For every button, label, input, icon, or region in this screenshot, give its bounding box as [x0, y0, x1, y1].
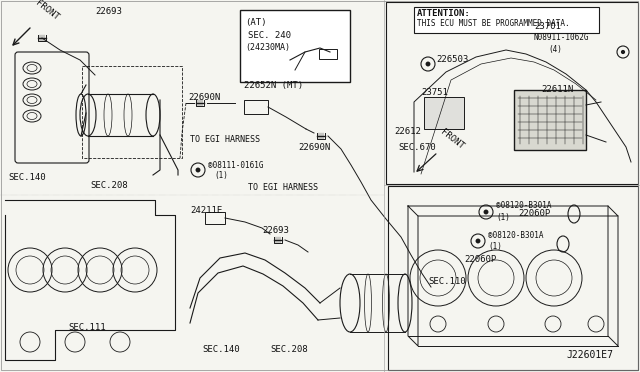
Text: J22601E7: J22601E7	[566, 350, 613, 360]
Text: 23751: 23751	[421, 88, 448, 97]
Text: ®08120-B301A: ®08120-B301A	[488, 231, 543, 240]
Text: 22690N: 22690N	[298, 143, 330, 152]
Text: (1): (1)	[488, 242, 502, 251]
Text: ATTENTION:: ATTENTION:	[417, 9, 471, 18]
Bar	[240, 10, 350, 82]
Text: ®08120-B301A: ®08120-B301A	[496, 201, 552, 210]
Bar	[386, 2, 638, 184]
Bar	[388, 186, 638, 370]
Text: TO EGI HARNESS: TO EGI HARNESS	[248, 183, 318, 192]
Bar	[205, 212, 225, 224]
Text: SEC.670: SEC.670	[398, 143, 436, 152]
Text: 22693: 22693	[262, 226, 289, 235]
Text: 22612: 22612	[394, 127, 421, 136]
Text: SEC.140: SEC.140	[8, 173, 45, 182]
Text: 22060P: 22060P	[464, 255, 496, 264]
Text: SEC.110: SEC.110	[428, 277, 466, 286]
Text: FRONT: FRONT	[439, 127, 466, 151]
Bar	[244, 100, 268, 114]
Text: SEC.140: SEC.140	[202, 345, 239, 354]
Circle shape	[426, 61, 431, 67]
Text: (4): (4)	[548, 45, 562, 54]
Text: TO EGI HARNESS: TO EGI HARNESS	[190, 135, 260, 144]
Circle shape	[476, 238, 481, 243]
Text: (24230MA): (24230MA)	[245, 43, 290, 52]
Text: (AT): (AT)	[245, 18, 266, 27]
Text: 22652N (MT): 22652N (MT)	[244, 81, 303, 90]
Text: 24211E: 24211E	[190, 206, 222, 215]
Text: 22060P: 22060P	[518, 209, 550, 218]
Text: 22693: 22693	[95, 7, 122, 16]
Bar	[414, 7, 599, 33]
Text: FRONT: FRONT	[34, 0, 61, 22]
Text: (1): (1)	[214, 171, 228, 180]
Circle shape	[484, 209, 488, 214]
Text: 23701: 23701	[534, 22, 561, 31]
Circle shape	[196, 167, 200, 173]
Text: SEC.208: SEC.208	[270, 345, 308, 354]
Text: 226503: 226503	[436, 55, 468, 64]
Text: N08911-1062G: N08911-1062G	[534, 33, 589, 42]
Text: (1): (1)	[496, 213, 510, 222]
Text: THIS ECU MUST BE PROGRAMMED DATA.: THIS ECU MUST BE PROGRAMMED DATA.	[417, 19, 570, 28]
Text: 22690N: 22690N	[188, 93, 220, 102]
Bar	[424, 97, 464, 129]
Bar	[319, 49, 337, 59]
Bar	[514, 90, 586, 150]
Bar	[82, 66, 182, 158]
Text: SEC. 240: SEC. 240	[248, 31, 291, 40]
Text: SEC.111: SEC.111	[68, 323, 106, 332]
Circle shape	[621, 50, 625, 54]
Text: 22611N: 22611N	[541, 85, 573, 94]
Text: ®08111-0161G: ®08111-0161G	[208, 161, 264, 170]
Text: SEC.208: SEC.208	[90, 181, 127, 190]
